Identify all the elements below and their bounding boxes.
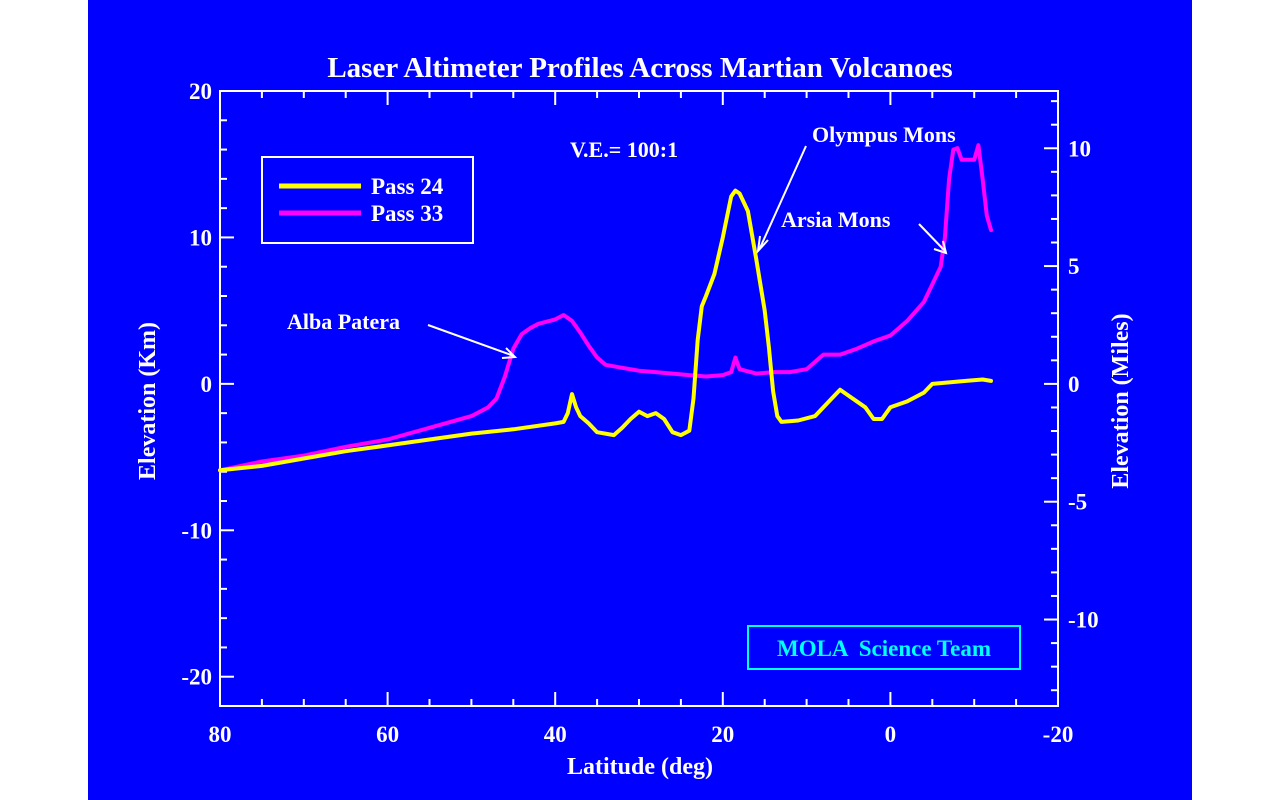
olympus-mons-arrow <box>759 145 807 249</box>
axes: 80 60 40 20 0 -20 20 10 0 -10 -20 10 5 0 -5 -10 <box>181 79 1098 747</box>
x-tick-label: 40 <box>544 722 567 747</box>
elevation-chart: Laser Altimeter Profiles Across Martian … <box>135 52 1134 780</box>
x-axis: 80 60 40 20 0 -20 <box>209 91 1074 747</box>
chart-title: Laser Altimeter Profiles Across Martian … <box>327 52 952 84</box>
olympus-mons-label: Olympus Mons <box>812 122 956 147</box>
series-group <box>218 143 993 473</box>
arsia-mons-arrow <box>918 223 946 252</box>
x-tick-label: 20 <box>711 722 734 747</box>
vertical-exaggeration-label: V.E.= 100:1 <box>570 137 678 162</box>
x-tick-label: -20 <box>1043 722 1074 747</box>
series-line-pass-33 <box>218 143 993 473</box>
y-tick-label-left: -10 <box>181 518 212 543</box>
arsia-mons-arrowhead <box>933 240 948 255</box>
alba-patera-arrow <box>427 324 515 357</box>
y-tick-label-right: 10 <box>1068 136 1091 161</box>
credit-text: MOLA Science Team <box>777 636 991 661</box>
series-line-pass-24 <box>218 188 993 473</box>
y-axis-left: 20 10 0 -10 -20 <box>181 79 234 707</box>
legend-box <box>261 156 474 244</box>
x-axis-label: Latitude (deg) <box>567 754 713 780</box>
legend-label-pass-24: Pass 24 <box>371 174 444 199</box>
y-tick-label-left: 20 <box>189 79 212 104</box>
credit-box <box>747 625 1021 670</box>
legend: Pass 24 Pass 33 <box>261 156 474 244</box>
y-tick-label-left: -20 <box>181 665 212 690</box>
y-tick-label-right: 5 <box>1068 254 1080 279</box>
y-axis-label-left: Elevation (Km) <box>135 322 161 480</box>
y-tick-label-right: -5 <box>1068 490 1087 515</box>
y-tick-label-right: -10 <box>1068 608 1099 633</box>
y-tick-label-left: 10 <box>189 225 212 250</box>
plot-frame <box>219 90 1059 707</box>
y-axis-right: 10 5 0 -5 -10 <box>1044 100 1099 692</box>
legend-label-pass-33: Pass 33 <box>371 201 443 226</box>
alba-patera-arrowhead <box>501 347 518 359</box>
chart-panel: Laser Altimeter Profiles Across Martian … <box>88 0 1192 800</box>
olympus-mons-arrowhead <box>756 235 769 255</box>
x-tick-label: 60 <box>376 722 399 747</box>
y-axis-label-right: Elevation (Miles) <box>1108 313 1134 488</box>
arsia-mons-label: Arsia Mons <box>781 207 891 232</box>
alba-patera-label: Alba Patera <box>287 309 400 334</box>
y-tick-label-left: 0 <box>201 372 213 397</box>
x-tick-label: 0 <box>885 722 897 747</box>
x-tick-label: 80 <box>209 722 232 747</box>
y-tick-label-right: 0 <box>1068 372 1080 397</box>
